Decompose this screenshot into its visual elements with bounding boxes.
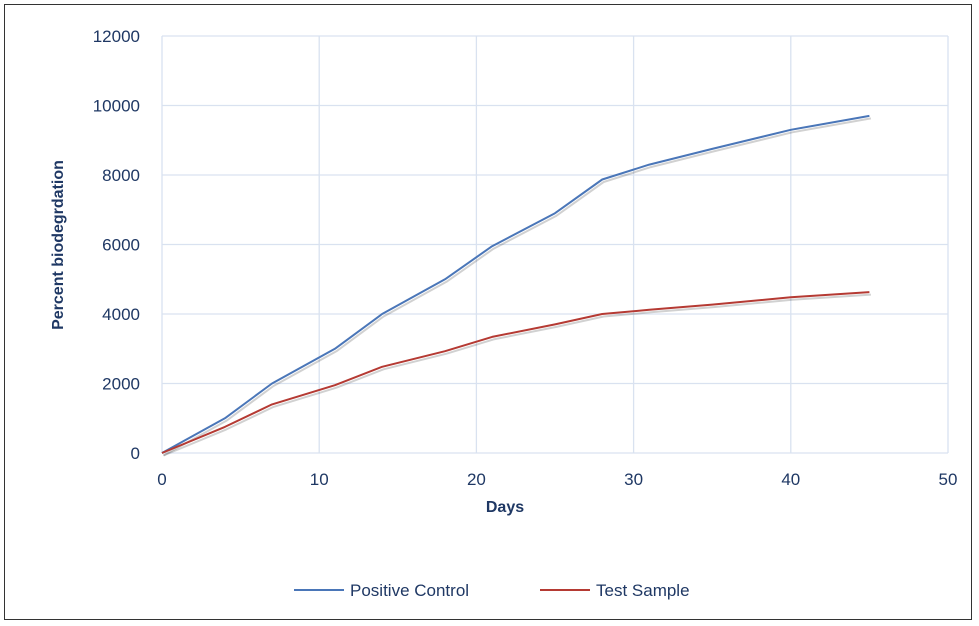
x-tick-label: 0 — [157, 470, 166, 489]
legend: Positive Control Test Sample — [294, 581, 690, 600]
series-shadow — [163, 117, 872, 457]
series-line-positive-control — [161, 114, 870, 454]
y-tick-label: 4000 — [102, 305, 140, 324]
y-tick-label: 12000 — [93, 27, 140, 46]
y-axis-ticks: 0 2000 4000 6000 8000 10000 12000 — [93, 27, 140, 463]
x-tick-label: 30 — [624, 470, 643, 489]
legend-label: Positive Control — [350, 581, 469, 600]
x-axis-ticks: 0 10 20 30 40 50 — [157, 470, 957, 489]
x-tick-label: 20 — [467, 470, 486, 489]
series-shadow — [163, 293, 871, 457]
y-tick-label: 8000 — [102, 166, 140, 185]
gridlines — [161, 35, 949, 454]
legend-label: Test Sample — [596, 581, 690, 600]
y-tick-label: 2000 — [102, 375, 140, 394]
chart-frame — [4, 4, 972, 620]
x-axis-title: Days — [486, 499, 524, 516]
y-tick-label: 10000 — [93, 97, 140, 116]
y-tick-label: 6000 — [102, 236, 140, 255]
series-lines — [161, 114, 872, 457]
series-line-test-sample — [161, 291, 870, 454]
y-tick-label: 0 — [131, 444, 140, 463]
y-axis-title: Percent biodegrdation — [50, 160, 67, 330]
x-tick-label: 50 — [939, 470, 958, 489]
x-tick-label: 10 — [310, 470, 329, 489]
x-tick-label: 40 — [781, 470, 800, 489]
